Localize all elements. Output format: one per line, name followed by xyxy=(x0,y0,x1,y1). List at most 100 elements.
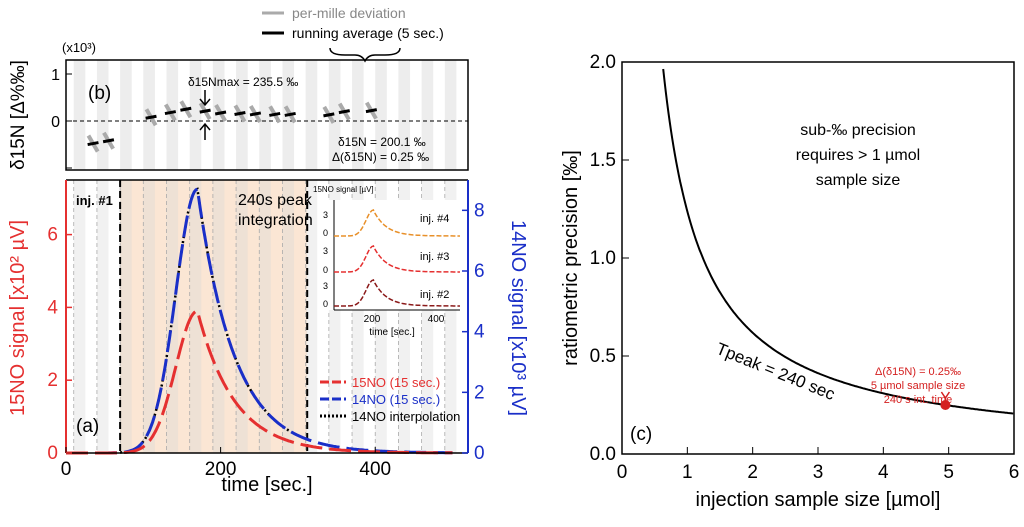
injection-label: inj. #1 xyxy=(76,193,113,208)
x-tick-label: 0 xyxy=(61,459,72,480)
highlight-point xyxy=(940,400,951,410)
time-band xyxy=(444,60,457,170)
time-band xyxy=(305,180,318,453)
panel-c-y-tick: 1.5 xyxy=(590,150,616,171)
time-band xyxy=(236,180,248,453)
inset-trace xyxy=(334,245,460,273)
time-band xyxy=(421,180,434,453)
inset-trace xyxy=(334,279,460,307)
right-tick-label: 6 xyxy=(474,261,485,282)
inset-trace-label: inj. #4 xyxy=(420,213,449,225)
max-arrow-down xyxy=(199,90,211,107)
left-tick-label: 0 xyxy=(47,443,58,464)
panel-a-left-ticks: 0 2 4 6 xyxy=(47,225,58,464)
legend-per-mille-label: per-mille deviation xyxy=(292,5,406,21)
time-band xyxy=(305,60,318,170)
inset-title: 15NO signal [µV] xyxy=(313,185,374,194)
inset-ytick: 0 xyxy=(323,299,328,309)
panel-c-x-tick: 5 xyxy=(943,462,954,483)
time-band xyxy=(259,60,271,170)
inset-trace xyxy=(334,209,460,237)
window-label-1: 240s peak xyxy=(238,192,313,209)
panel-b-frame xyxy=(65,59,469,171)
inset-trace-label: inj. #3 xyxy=(420,251,449,263)
inset-ytick: 0 xyxy=(323,265,328,275)
running-average-segment xyxy=(338,109,350,115)
panel-b: (x10³) 1 0 (b) δ15N [Δ%‰] per-mille devi… xyxy=(8,5,469,171)
precision-annotation: Δ(δ15N) = 0.25 ‰ xyxy=(332,150,429,164)
inset-ytick: 3 xyxy=(323,210,328,220)
time-band xyxy=(398,180,411,453)
panel-c-y-tick: 0.0 xyxy=(590,444,616,465)
highlight-text: Δ(δ15N) = 0.25‰ xyxy=(875,366,961,378)
time-band xyxy=(189,60,202,170)
panel-c-note-line: sub-‰ precision xyxy=(800,122,916,139)
running-average-segment xyxy=(145,114,157,120)
inset-trace-label: inj. #2 xyxy=(420,289,449,301)
precision-curve xyxy=(662,68,1014,415)
max-arrow-up xyxy=(199,122,211,140)
time-band xyxy=(328,180,341,453)
series-15no xyxy=(66,309,453,455)
x-tick-label: 400 xyxy=(359,459,391,480)
panel-c-y-tick: 2.0 xyxy=(590,52,616,73)
running-average-segment xyxy=(214,110,227,116)
panel-b-ytick: 1 xyxy=(51,67,60,84)
highlight-text: 5 µmol sample size xyxy=(871,380,965,392)
x-tick-label: 200 xyxy=(205,459,237,480)
panel-a-label: (a) xyxy=(76,416,99,437)
running-average-segment xyxy=(284,111,296,117)
integration-window xyxy=(120,180,308,453)
time-band xyxy=(212,60,225,170)
time-band xyxy=(375,180,387,453)
time-band xyxy=(352,60,364,170)
inset-ytick: 3 xyxy=(323,281,328,291)
running-average-segment xyxy=(199,108,211,114)
time-band xyxy=(96,180,109,453)
legend-interp-label: 14NO interpolation xyxy=(352,409,460,424)
panel-b-multiplier: (x10³) xyxy=(62,40,96,55)
highlight-text: 240 s int. time xyxy=(884,394,952,406)
running-average-segment xyxy=(365,108,378,114)
inset-ytick: 3 xyxy=(323,246,328,256)
running-average-segment xyxy=(164,110,177,116)
panel-c-label: (c) xyxy=(630,424,652,445)
left-tick-label: 4 xyxy=(47,297,58,318)
time-band xyxy=(189,180,202,453)
panel-b-data-points xyxy=(86,100,378,153)
panel-c: 0 1 2 3 4 5 6 0.0 0.5 1.0 1.5 2.0 injection sample… xyxy=(560,52,1019,511)
time-band xyxy=(328,60,341,170)
panel-b-y-ticks: 1 0 xyxy=(51,67,72,169)
mean-annotation: δ15N = 200.1 ‰ xyxy=(338,135,426,149)
time-band xyxy=(73,60,86,170)
legend-15no-label: 15NO (15 sec.) xyxy=(352,375,440,390)
running-average-segment xyxy=(249,111,262,117)
window-label-2: integration xyxy=(238,212,313,229)
inset: 15NO signal [µV] 0 3 0 3 0 3 200 400 tim… xyxy=(313,185,460,338)
left-tick-label: 2 xyxy=(47,370,58,391)
panel-c-y-tick: 0.5 xyxy=(590,346,616,367)
running-average-segment xyxy=(180,106,192,112)
panel-c-x-tick: 4 xyxy=(878,462,889,483)
right-tick-label: 2 xyxy=(474,382,485,403)
time-band xyxy=(352,180,364,453)
panel-a-right-ticks: 0 2 4 6 8 xyxy=(474,200,485,464)
inset-xtick: 200 xyxy=(364,314,381,325)
inset-ytick: 0 xyxy=(323,228,328,238)
panel-c-ylabel: ratiometric precision [‰] xyxy=(560,150,582,366)
panel-a: 0 200 400 0 2 4 6 0 2 4 6 8 time [sec.] … xyxy=(7,179,529,496)
max-annotation: δ15Nmax = 235.5 ‰ xyxy=(188,75,298,89)
panel-a-x-ticks: 0 200 400 xyxy=(61,459,391,480)
running-average-segment xyxy=(87,141,99,147)
running-average-segment xyxy=(102,138,115,144)
panel-c-x-tick: 2 xyxy=(747,462,758,483)
time-band xyxy=(259,180,271,453)
inset-xtick: 400 xyxy=(428,314,445,325)
panel-c-x-tick: 6 xyxy=(1009,462,1020,483)
panel-a-left-ylabel: 15NO signal [x10² µV] xyxy=(7,220,29,416)
panel-b-ytick: 0 xyxy=(51,114,60,131)
panel-c-x-tick: 0 xyxy=(617,462,628,483)
panel-c-note-line: sample size xyxy=(816,172,901,189)
time-band xyxy=(398,60,411,170)
